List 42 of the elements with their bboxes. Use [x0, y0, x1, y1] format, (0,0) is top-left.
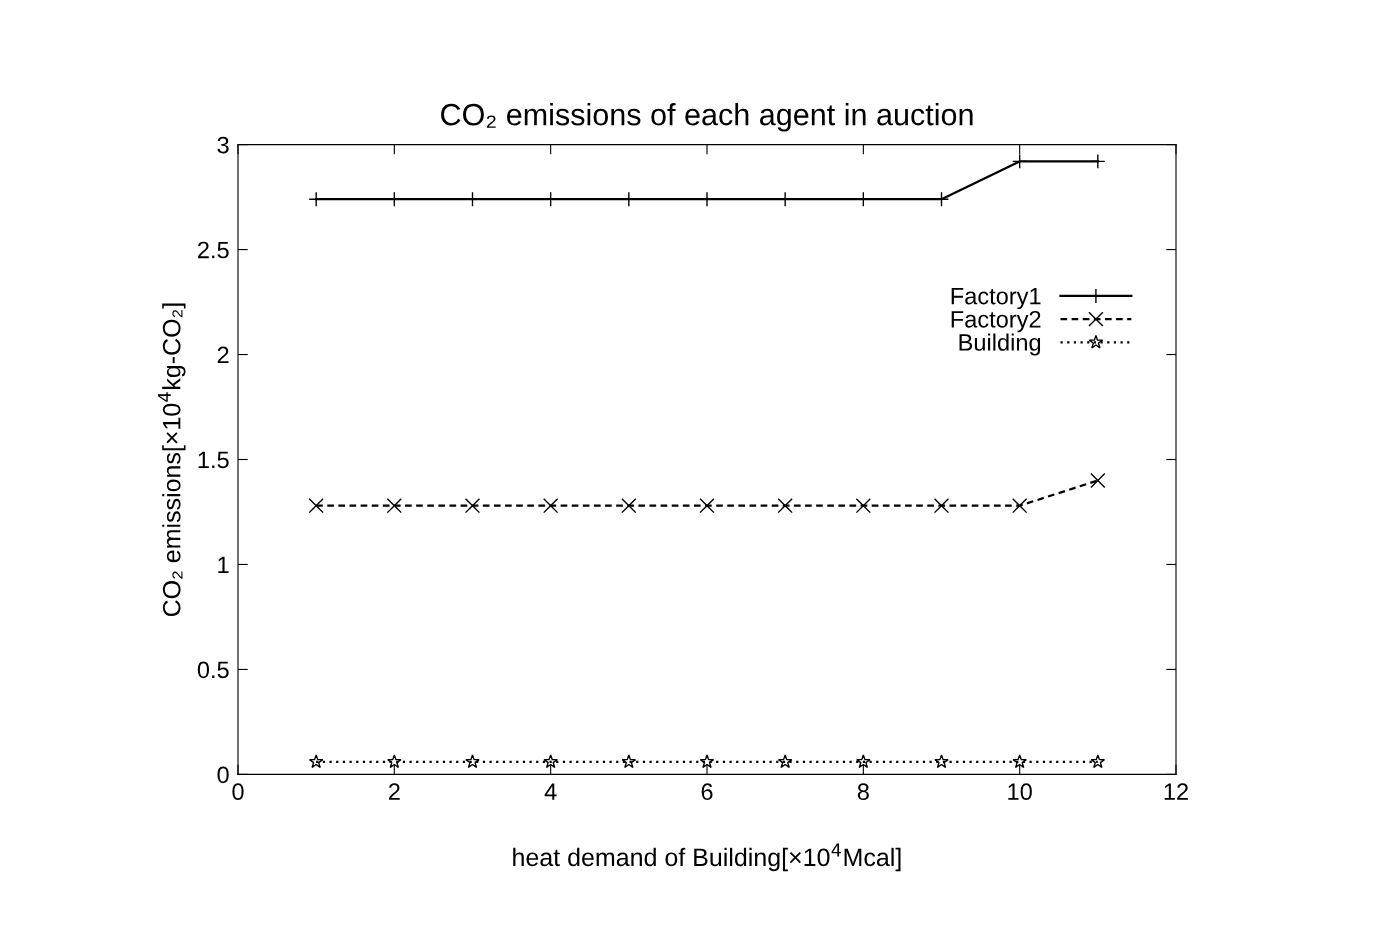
chart-title: CO₂ emissions of each agent in auction	[441, 103, 973, 132]
point	[1090, 472, 1106, 489]
point	[699, 754, 715, 769]
x-tick-label: 0	[232, 783, 244, 801]
x-tick-label: 10	[1008, 783, 1032, 801]
legend-label: Building	[959, 333, 1041, 356]
point	[543, 498, 559, 514]
y-tick-label: 3	[217, 136, 229, 154]
legend-label: Factory2	[951, 310, 1041, 333]
y-tick-label: 0	[217, 766, 229, 784]
point	[308, 754, 324, 769]
point	[856, 754, 871, 769]
point	[621, 498, 637, 514]
point	[1090, 754, 1106, 769]
y-tick-label: 1	[218, 556, 229, 574]
point	[934, 754, 949, 769]
point	[464, 498, 481, 514]
x-tick-label: 2	[388, 783, 400, 800]
x-tick-label: 4	[544, 783, 557, 800]
point	[699, 498, 715, 514]
point	[1012, 498, 1028, 514]
point	[855, 498, 871, 514]
point	[543, 754, 558, 769]
point	[777, 498, 793, 514]
legend-label: Factory1	[951, 287, 1041, 310]
point	[1012, 754, 1027, 769]
y-tick-label: 2	[217, 346, 229, 364]
y-tick-label: 2.5	[198, 241, 229, 259]
y-axis-title: CO₂ emissions[×10$^{4}$kg-CO₂]	[157, 303, 186, 617]
point	[387, 754, 402, 769]
point	[777, 754, 793, 769]
x-tick-label: 6	[701, 783, 713, 801]
y-tick-label: 0.5	[197, 661, 229, 679]
x-tick-label: 8	[857, 783, 869, 801]
y-tick-label: 1.5	[198, 451, 229, 469]
point	[386, 498, 402, 514]
point	[621, 754, 637, 769]
point	[933, 498, 950, 514]
x-axis-title: heat demand of Building[×10$^{4}$Mcal]	[513, 843, 901, 872]
x-tick-label: 12	[1164, 783, 1188, 800]
point	[465, 754, 480, 769]
point	[308, 498, 324, 514]
